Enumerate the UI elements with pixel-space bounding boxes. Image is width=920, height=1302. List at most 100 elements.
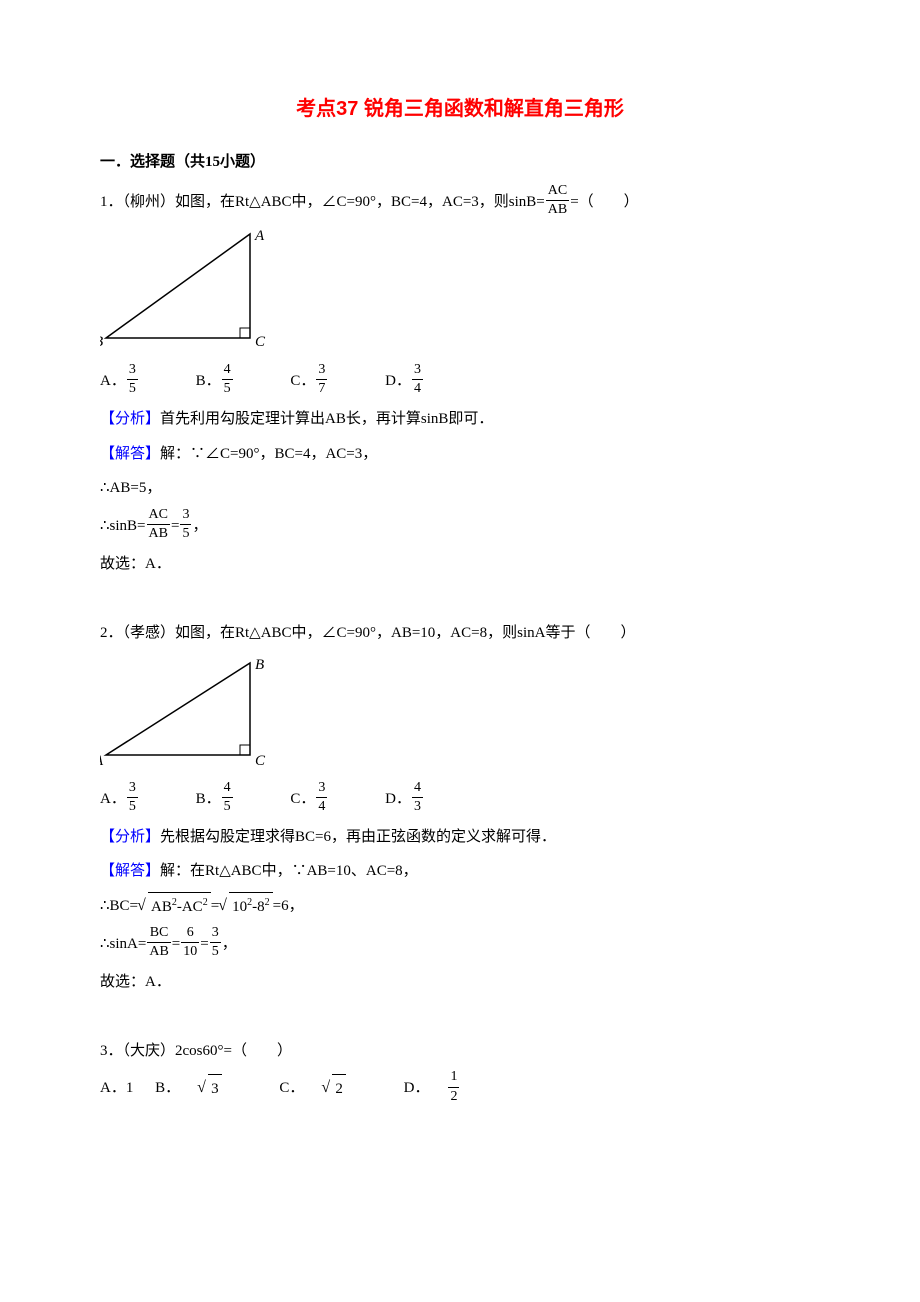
- text: ，: [222, 936, 237, 952]
- text: 10: [232, 899, 247, 915]
- frac-den: 7: [316, 379, 327, 397]
- q1-answer-l1: 【解答】解：∵∠C=90°，BC=4，AC=3，: [100, 440, 820, 469]
- q1-answer-l3: ∴sinB=ACAB=35，: [100, 509, 820, 544]
- q1-stem-text-b: =（ ）: [570, 194, 638, 210]
- q1-opt-d: D．34: [385, 373, 459, 389]
- text: =6，: [273, 898, 304, 914]
- svg-text:A: A: [100, 753, 104, 765]
- q1-stem: 1．（柳州）如图，在Rt△ABC中，∠C=90°，BC=4，AC=3，则sinB…: [100, 185, 820, 220]
- frac-num: BC: [147, 925, 170, 942]
- q1-stem-text-a: 1．（柳州）如图，在Rt△ABC中，∠C=90°，BC=4，AC=3，则sinB…: [100, 194, 545, 210]
- q2-stem: 2．（孝感）如图，在Rt△ABC中，∠C=90°，AB=10，AC=8，则sin…: [100, 619, 820, 648]
- radicand: 3: [208, 1074, 222, 1104]
- q1-figure: A B C: [100, 228, 820, 359]
- q2-opt-b: B．45: [196, 791, 269, 807]
- svg-text:B: B: [100, 334, 103, 348]
- frac-den: 5: [222, 797, 233, 815]
- q2-options: A．35 B．45 C．34 D．43: [100, 782, 820, 817]
- text: B．: [155, 1080, 180, 1096]
- text: ∴sinA=: [100, 936, 146, 952]
- answer-text: 解：在Rt△ABC中，∵AB=10、AC=8，: [160, 863, 418, 879]
- frac-den: 2: [448, 1087, 459, 1105]
- frac-den: AB: [546, 200, 569, 218]
- answer-label: 【解答】: [100, 446, 160, 462]
- radicand: 2: [332, 1074, 346, 1104]
- q2-opt-a: A．35: [100, 791, 174, 807]
- frac-den: 3: [412, 797, 423, 815]
- q2-answer-l1: 【解答】解：在Rt△ABC中，∵AB=10、AC=8，: [100, 857, 820, 886]
- frac-den: 5: [127, 797, 138, 815]
- frac-num: 1: [448, 1069, 459, 1086]
- frac-num: 3: [180, 507, 191, 524]
- frac-num: 6: [181, 925, 199, 942]
- frac-num: 3: [412, 362, 423, 379]
- q3-opt-a: A．1: [100, 1080, 133, 1096]
- page-title: 考点37 锐角三角函数和解直角三角形: [100, 90, 820, 128]
- q3-opt-d: D．12: [404, 1080, 496, 1096]
- frac-den: 5: [222, 379, 233, 397]
- answer-label: 【解答】: [100, 863, 160, 879]
- analysis-label: 【分析】: [100, 411, 160, 427]
- frac-den: 5: [180, 524, 191, 542]
- q2-opt-d: D．43: [385, 791, 459, 807]
- sqrt: 3: [198, 1074, 240, 1104]
- q1-answer-l4: 故选：A．: [100, 550, 820, 579]
- section-heading: 一．选择题（共15小题）: [100, 148, 820, 177]
- q1-options: A．35 B．45 C．37 D．34: [100, 364, 820, 399]
- svg-text:A: A: [254, 228, 265, 244]
- q1-opt-c: C．37: [290, 373, 363, 389]
- q3-options: A．1 B．3 C．2 D．12: [100, 1071, 820, 1106]
- text: =: [171, 518, 179, 534]
- text: D．: [404, 1080, 430, 1096]
- q2-analysis: 【分析】先根据勾股定理求得BC=6，再由正弦函数的定义求解可得．: [100, 823, 820, 852]
- q1-analysis: 【分析】首先利用勾股定理计算出AB长，再计算sinB即可．: [100, 405, 820, 434]
- frac-den: 4: [316, 797, 327, 815]
- analysis-label: 【分析】: [100, 829, 160, 845]
- text: AB: [151, 899, 172, 915]
- q1-opt-b: B．45: [196, 373, 269, 389]
- svg-text:B: B: [255, 657, 264, 673]
- answer-text: 解：∵∠C=90°，BC=4，AC=3，: [160, 446, 377, 462]
- q2-opt-c: C．34: [290, 791, 363, 807]
- frac-num: AC: [147, 507, 170, 524]
- frac-num: 4: [222, 362, 233, 379]
- q1-answer-l2: ∴AB=5，: [100, 474, 820, 503]
- q2-answer-l4: 故选：A．: [100, 968, 820, 997]
- frac-den: 5: [127, 379, 138, 397]
- svg-text:C: C: [255, 334, 266, 348]
- sqrt: AB2-AC2: [138, 892, 211, 922]
- frac-den: AB: [147, 524, 170, 542]
- text: ∴BC=: [100, 898, 138, 914]
- q3-stem: 3．（大庆）2cos60°=（ ）: [100, 1037, 820, 1066]
- frac-num: 3: [127, 362, 138, 379]
- frac-num: 3: [316, 780, 327, 797]
- frac-den: AB: [147, 942, 170, 960]
- frac-num: 3: [210, 925, 221, 942]
- frac-num: 4: [222, 780, 233, 797]
- q1-stem-frac: ACAB: [546, 183, 569, 218]
- frac-num: 3: [127, 780, 138, 797]
- frac-num: AC: [546, 183, 569, 200]
- analysis-text: 首先利用勾股定理计算出AB长，再计算sinB即可．: [160, 411, 493, 427]
- frac-den: 4: [412, 379, 423, 397]
- q1-opt-a: A．35: [100, 373, 174, 389]
- frac-den: 5: [210, 942, 221, 960]
- frac-num: 4: [412, 780, 423, 797]
- q3-opt-b: B．3: [155, 1080, 258, 1096]
- text: ∴sinB=: [100, 518, 146, 534]
- text: ，: [192, 518, 207, 534]
- text: -8: [252, 899, 265, 915]
- q3-opt-c: C．2: [279, 1080, 382, 1096]
- sqrt: 102-82: [219, 892, 273, 922]
- analysis-text: 先根据勾股定理求得BC=6，再由正弦函数的定义求解可得．: [160, 829, 556, 845]
- text: C．: [279, 1080, 304, 1096]
- frac-den: 10: [181, 942, 199, 960]
- svg-text:C: C: [255, 753, 266, 765]
- q2-answer-l3: ∴sinA=BCAB=610=35，: [100, 927, 820, 962]
- frac-num: 3: [316, 362, 327, 379]
- sqrt: 2: [322, 1074, 364, 1104]
- triangle-figure: A B C: [100, 228, 270, 348]
- q2-figure: A B C: [100, 655, 820, 776]
- text: -AC: [177, 899, 203, 915]
- triangle-figure: A B C: [100, 655, 270, 765]
